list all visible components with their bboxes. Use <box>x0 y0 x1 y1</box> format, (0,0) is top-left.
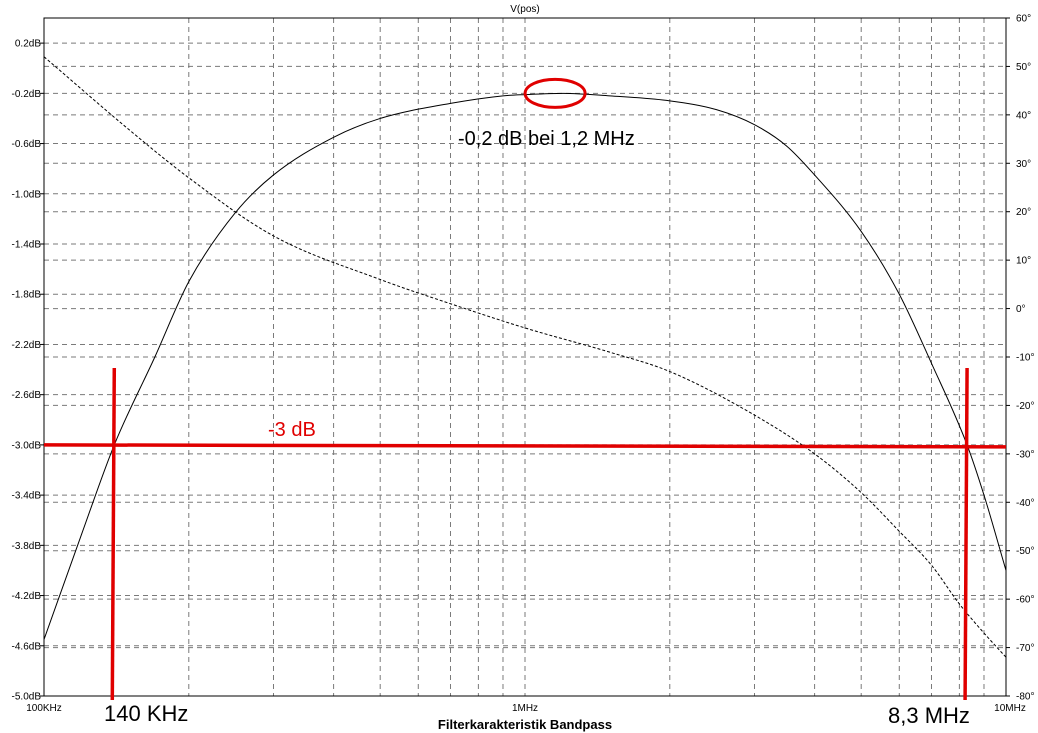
upper-cutoff-marker <box>963 367 969 701</box>
y-right-tick-label: 50° <box>1016 62 1031 73</box>
y-right-tick-label: -30° <box>1016 449 1034 460</box>
y-right-tick-label: -40° <box>1016 498 1034 509</box>
y-left-tick-label: -0.6dB <box>12 139 42 150</box>
lower-cutoff-label: 140 KHz <box>104 701 188 726</box>
y-left-tick-label: -2.2dB <box>12 340 42 351</box>
y-right-tick-label: -50° <box>1016 546 1034 557</box>
y-right-tick-label: 0° <box>1016 304 1026 315</box>
minus-3db-label: -3 dB <box>268 419 316 441</box>
y-right-tick-label: 60° <box>1016 14 1031 25</box>
x-axis-label: Filterkarakteristik Bandpass <box>438 717 612 732</box>
y-left-tick-label: -2.6dB <box>12 390 42 401</box>
y-right-tick-label: 40° <box>1016 110 1031 121</box>
y-right-tick-label: 10° <box>1016 256 1031 267</box>
peak-circle <box>523 77 587 109</box>
x-tick-label: 10MHz <box>994 703 1026 714</box>
series-group <box>43 56 1007 658</box>
upper-cutoff-label: 8,3 MHz <box>888 703 970 728</box>
ticks-group: 0.2dB -0.2dB -0.6dB -1.0dB -1.4dB -1.8dB -2.2d… <box>12 14 1035 715</box>
magnitude-curve <box>43 92 1007 640</box>
y-right-tick-label: -60° <box>1016 595 1034 606</box>
x-tick-label: 1MHz <box>512 703 538 714</box>
y-right-tick-label: 20° <box>1016 207 1031 218</box>
y-left-tick-label: -1.4dB <box>12 240 42 251</box>
y-left-tick-label: 0.2dB <box>15 39 41 50</box>
lower-cutoff-marker <box>110 367 117 701</box>
y-right-tick-label: -20° <box>1016 401 1034 412</box>
y-left-tick-label: -4.6dB <box>12 641 42 652</box>
y-left-tick-label: -3.8dB <box>12 541 42 552</box>
y-left-tick-label: -1.0dB <box>12 189 42 200</box>
y-left-tick-label: -4.2dB <box>12 591 42 602</box>
peak-label: -0,2 dB bei 1,2 MHz <box>458 128 635 150</box>
phase-curve <box>43 56 1007 658</box>
annotations: -3 dB -0,2 dB bei 1,2 MHz 140 KHz 8,3 MHz <box>43 77 1007 728</box>
y-right-tick-label: -70° <box>1016 643 1034 654</box>
grid <box>44 18 1006 696</box>
x-tick-label: 100KHz <box>26 703 62 714</box>
y-right-tick-label: 30° <box>1016 159 1031 170</box>
y-left-tick-label: -3.4dB <box>12 491 42 502</box>
y-left-tick-label: -0.2dB <box>12 89 42 100</box>
y-right-tick-label: -80° <box>1016 692 1034 703</box>
y-left-tick-label: -3.0dB <box>12 440 42 451</box>
y-left-tick-label: -5.0dB <box>12 692 42 703</box>
y-right-tick-label: -10° <box>1016 353 1034 364</box>
chart-title: V(pos) <box>510 4 539 15</box>
minus-3db-line <box>43 443 1007 449</box>
y-left-tick-label: -1.8dB <box>12 290 42 301</box>
